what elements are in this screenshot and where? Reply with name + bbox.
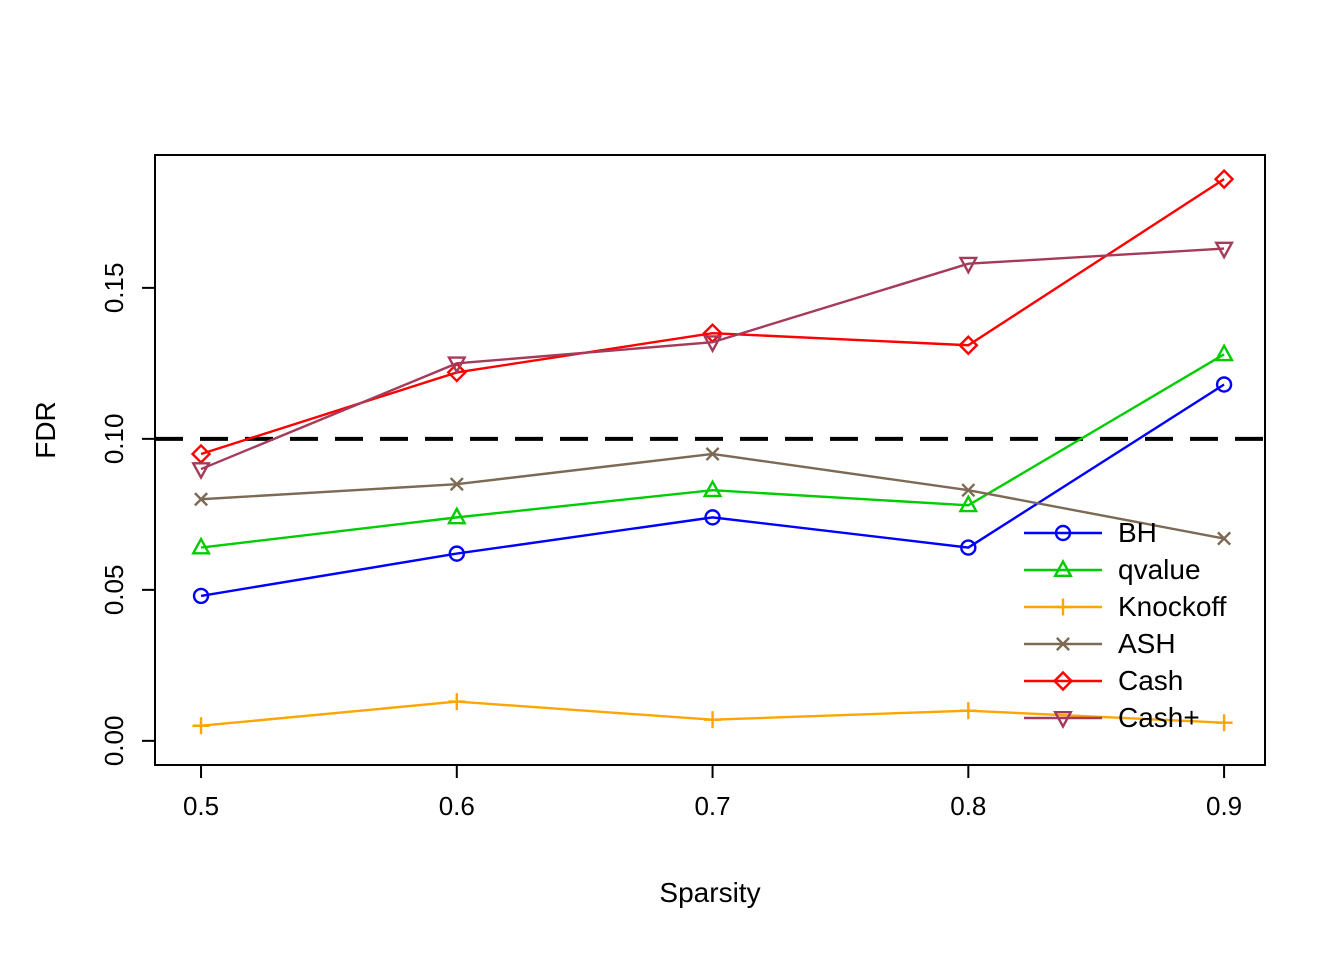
y-tick-label: 0.10 <box>99 414 129 465</box>
legend-label: Cash+ <box>1118 702 1200 733</box>
legend-label: ASH <box>1118 628 1176 659</box>
x-tick-label: 0.9 <box>1206 791 1242 821</box>
x-axis-title: Sparsity <box>659 877 760 908</box>
legend-item-cash: Cash <box>1024 665 1183 696</box>
y-axis: 0.00 0.05 0.10 0.15 <box>99 263 155 767</box>
series-line <box>200 353 1225 549</box>
legend-item-knockoff: Knockoff <box>1024 591 1227 622</box>
plot-box <box>154 154 1266 766</box>
legend-label: BH <box>1118 517 1157 548</box>
y-tick-label: 0.05 <box>99 565 129 616</box>
legend-label: qvalue <box>1118 554 1201 585</box>
series-bh <box>192 376 1233 605</box>
legend-label: Knockoff <box>1118 591 1227 622</box>
series-knockoff <box>192 693 1233 735</box>
legend-item-bh: BH <box>1024 517 1157 548</box>
series-cash-plus <box>191 241 1234 481</box>
series-line <box>200 247 1225 471</box>
series-line <box>200 383 1225 598</box>
legend-item-ash: ASH <box>1024 628 1176 659</box>
series-line <box>200 178 1225 456</box>
legend-item-cash-plus: Cash+ <box>1024 702 1200 733</box>
y-tick-label: 0.00 <box>99 716 129 767</box>
series-ash <box>194 446 1232 546</box>
series-cash <box>190 168 1235 465</box>
y-axis-title: FDR <box>30 401 61 459</box>
x-axis: 0.5 0.6 0.7 0.8 0.9 <box>183 765 1242 821</box>
legend: BH qvalue Knockoff ASH Cash Cash+ <box>1024 517 1227 733</box>
y-tick-label: 0.15 <box>99 263 129 314</box>
legend-item-qvalue: qvalue <box>1024 554 1201 585</box>
x-tick-label: 0.6 <box>439 791 475 821</box>
x-tick-label: 0.5 <box>183 791 219 821</box>
legend-label: Cash <box>1118 665 1183 696</box>
x-tick-label: 0.7 <box>694 791 730 821</box>
series-qvalue <box>191 343 1234 555</box>
x-tick-label: 0.8 <box>950 791 986 821</box>
